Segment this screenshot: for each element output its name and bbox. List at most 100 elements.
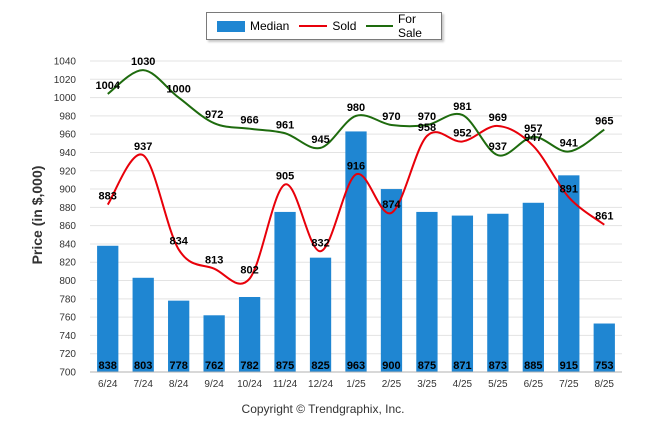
median-bar [97,245,119,372]
for-sale-data-label: 961 [276,119,294,131]
for-sale-data-label: 1004 [95,80,120,92]
legend-label-for-sale: For Sale [397,12,422,40]
for-sale-data-label: 981 [453,101,471,113]
sold-data-label: 947 [524,132,542,144]
median-data-label: 963 [347,360,365,372]
x-tick-label: 11/24 [273,379,298,390]
median-bar [451,215,474,372]
sold-swatch [299,25,328,27]
x-tick-label: 6/24 [98,379,118,390]
y-tick-label: 700 [59,368,76,379]
x-tick-label: 7/24 [133,379,153,390]
y-tick-label: 860 [59,221,76,232]
x-tick-label: 1/25 [346,379,366,390]
median-data-label: 803 [134,360,152,372]
median-data-label: 873 [489,360,507,372]
x-tick-label: 9/24 [204,379,224,390]
y-tick-label: 1020 [54,75,77,86]
median-data-label: 900 [382,360,400,372]
median-data-label: 885 [524,360,542,372]
y-tick-label: 880 [59,203,76,214]
for-sale-data-label: 937 [489,141,507,153]
for-sale-data-label: 972 [205,109,223,121]
y-tick-label: 740 [59,331,76,342]
sold-data-label: 916 [347,160,365,172]
sold-data-label: 883 [99,191,117,203]
x-tick-label: 8/25 [595,379,615,390]
median-data-label: 915 [560,360,578,372]
y-tick-label: 900 [59,185,76,196]
median-data-label: 762 [205,360,223,372]
median-data-label: 875 [418,360,436,372]
y-tick-label: 940 [59,148,76,159]
y-tick-label: 800 [59,276,76,287]
y-axis-title: Price (in $,000) [29,166,45,265]
sold-data-label: 813 [205,255,223,267]
y-tick-label: 720 [59,349,76,360]
median-bar [593,323,615,372]
median-bars [97,131,615,372]
median-data-label: 875 [276,360,294,372]
x-tick-label: 3/25 [417,379,437,390]
x-tick-label: 4/25 [453,379,473,390]
for-sale-data-label: 980 [347,102,365,114]
for-sale-data-label: 970 [418,111,436,123]
y-tick-label: 980 [59,111,76,122]
median-bar [309,257,332,372]
sold-data-label: 958 [418,122,436,134]
median-data-label: 825 [311,360,329,372]
for-sale-data-label: 1000 [166,84,190,96]
copyright-footer: Copyright © Trendgraphix, Inc. [241,402,405,416]
y-tick-label: 840 [59,239,76,250]
sold-line [106,124,605,285]
trend-lines [106,69,605,285]
median-data-label: 782 [240,360,258,372]
median-bar [274,211,296,372]
legend-item-median: Median [217,19,289,33]
x-tick-label: 8/24 [169,379,189,390]
y-tick-label: 820 [59,258,76,269]
median-data-label: 753 [595,360,613,372]
x-tick-label: 5/25 [488,379,508,390]
median-bar [380,189,403,372]
legend-label-median: Median [250,19,290,33]
x-tick-label: 7/25 [559,379,579,390]
sold-data-label: 905 [276,170,294,182]
sold-data-label: 874 [382,199,401,211]
median-swatch [217,20,245,32]
for-sale-data-label: 965 [595,116,613,128]
median-bar [168,300,190,372]
sold-data-label: 891 [560,183,578,195]
y-tick-label: 920 [59,166,76,177]
median-data-label: 871 [453,360,471,372]
for-sale-data-label: 966 [240,115,258,127]
median-bar [522,202,544,372]
data-labels: 883 937 834 813 802 905 832 916 874 958 952 969 947 8… [95,56,613,372]
median-bar [487,213,509,372]
for-sale-swatch [366,25,393,27]
for-sale-data-label: 957 [524,123,542,135]
for-sale-data-label: 1030 [131,56,155,68]
for-sale-data-label: 945 [311,134,329,146]
y-tick-label: 1040 [54,57,77,68]
sold-data-label: 861 [595,211,613,223]
sold-data-label: 952 [453,127,471,139]
median-bar [203,315,225,372]
median-bar [416,211,438,372]
sold-data-label: 802 [240,265,258,277]
sold-data-label: 832 [311,237,329,249]
median-bar [558,175,580,372]
x-tick-label: 6/25 [524,379,544,390]
median-bar [345,131,367,372]
for-sale-data-label: 941 [560,138,578,150]
y-tick-label: 780 [59,294,76,305]
sold-data-label: 937 [134,141,152,153]
x-tick-label: 12/24 [308,379,333,390]
legend-item-for-sale: For Sale [366,12,441,40]
x-tick-label: 10/24 [237,379,262,390]
median-bar [132,277,154,372]
sold-data-label: 969 [489,112,507,124]
legend: Median Sold For Sale [206,12,442,40]
median-bar [238,296,261,372]
